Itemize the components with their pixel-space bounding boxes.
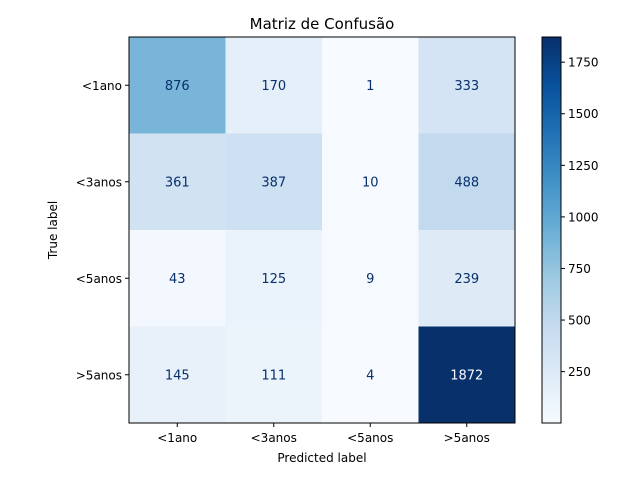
cell-value-label: 1872 (450, 368, 483, 383)
colorbar (541, 36, 562, 424)
x-tick-label: <1ano (157, 431, 197, 445)
x-axis-label: Predicted label (277, 451, 366, 465)
x-tick-label: <5anos (347, 431, 393, 445)
heatmap-cell (129, 230, 226, 327)
heatmap-cell (322, 230, 419, 327)
colorbar-tick-label: 500 (568, 314, 591, 328)
heatmap-cell (129, 37, 226, 134)
heatmap-cell (418, 230, 516, 327)
heatmap-cell (418, 133, 516, 231)
y-tick-label: <1ano (82, 79, 122, 93)
cell-value-label: 170 (261, 79, 286, 94)
heatmap-cell (322, 37, 419, 134)
x-tick-label: >5anos (444, 431, 490, 445)
cell-value-label: 145 (165, 368, 190, 383)
colorbar-tick-label: 1500 (568, 107, 599, 121)
x-tick-label: <3anos (251, 431, 297, 445)
cell-value-label: 9 (366, 272, 374, 287)
cell-value-label: 239 (454, 272, 479, 287)
cell-value-label: 1 (366, 79, 374, 94)
y-tick-label: <5anos (76, 272, 122, 286)
heatmap-cell (418, 37, 516, 134)
colorbar-tick-label: 250 (568, 365, 591, 379)
y-tick-label: <3anos (76, 175, 122, 189)
colorbar-ticks: 250 500 750 1000 1250 1500 1750 (561, 56, 599, 379)
cell-value-label: 488 (454, 175, 479, 190)
heatmap-cell (322, 326, 419, 424)
heatmap-cell (129, 133, 226, 231)
cell-value-label: 876 (165, 79, 190, 94)
cell-value-label: 4 (366, 368, 374, 383)
plot-frame (128, 36, 516, 424)
y-tick-label: >5anos (76, 368, 122, 382)
heatmap-cell (418, 326, 516, 424)
heatmap-cell (129, 326, 226, 424)
colorbar-tick-label: 1750 (568, 56, 599, 70)
cell-value-label: 43 (169, 272, 186, 287)
cell-value-label: 125 (261, 272, 286, 287)
cell-value-label: 111 (261, 368, 286, 383)
heatmap-cell (225, 37, 323, 134)
heatmap-cell (225, 326, 323, 424)
cell-value-label: 387 (261, 175, 286, 190)
x-axis-ticks: <1ano <3anos <5anos >5anos (157, 423, 490, 445)
heatmap-cells (129, 37, 516, 424)
heatmap-cell (225, 133, 323, 231)
cell-value-label: 333 (454, 79, 479, 94)
cell-value-label: 361 (165, 175, 190, 190)
heatmap-cell (225, 230, 323, 327)
colorbar-tick-label: 750 (568, 262, 591, 276)
heatmap-cell (322, 133, 419, 231)
chart-title: Matriz de Confusão (250, 15, 395, 33)
colorbar-tick-label: 1000 (568, 210, 599, 224)
y-axis-ticks: <1ano <3anos <5anos >5anos (76, 79, 129, 382)
cell-value-label: 10 (362, 175, 379, 190)
y-axis-label: True label (46, 201, 60, 260)
colorbar-tick-label: 1250 (568, 159, 599, 173)
heatmap-cell-labels: 876 170 1 333 361 387 10 488 43 125 9 239 145 111 4 187… (165, 79, 483, 384)
